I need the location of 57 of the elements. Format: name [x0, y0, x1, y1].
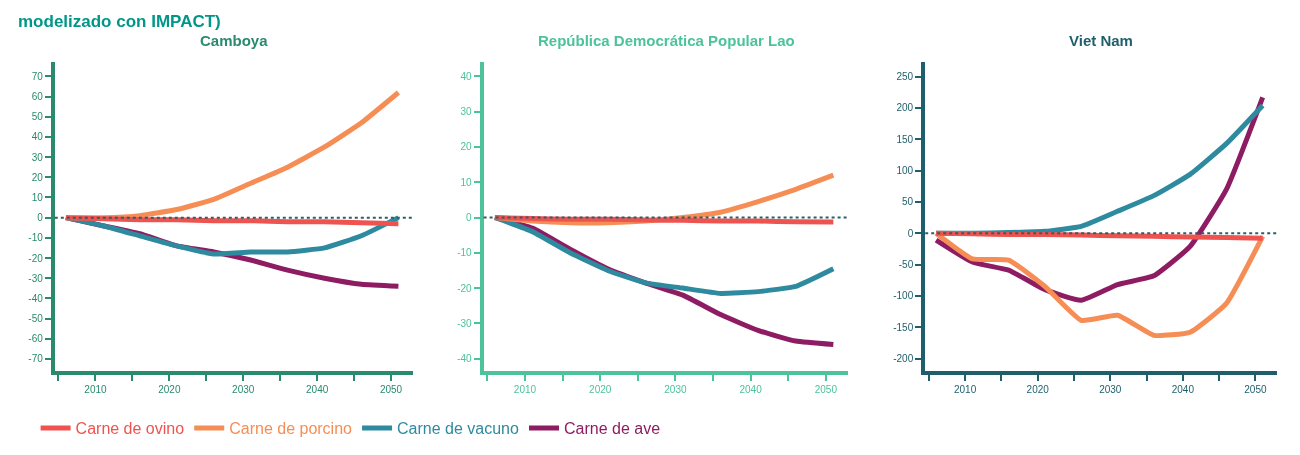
y-tick-label: -40	[28, 292, 44, 304]
y-tick-label: 0	[466, 212, 473, 224]
legend-label: Carne de ave	[564, 420, 661, 438]
y-tick-label: 60	[31, 91, 44, 103]
y-tick-label: 70	[31, 70, 44, 82]
x-tick-label: 2050	[1244, 384, 1267, 396]
x-tick-label: 2050	[379, 384, 403, 396]
x-tick-label: 2020	[1026, 384, 1050, 396]
y-tick-label: 10	[31, 191, 44, 203]
y-tick-label: 100	[896, 165, 914, 177]
y-tick-label: -30	[457, 317, 473, 329]
y-tick-label: -10	[457, 247, 473, 259]
x-tick-label: 2020	[158, 384, 181, 396]
y-tick-label: 50	[902, 196, 914, 208]
chart-title: Camboya	[200, 32, 269, 49]
y-tick-label: -10	[28, 232, 44, 244]
y-tick-label: 150	[896, 133, 914, 145]
y-tick-label: 0	[37, 212, 44, 224]
x-tick-label: 2040	[1171, 384, 1195, 396]
y-tick-label: 10	[460, 176, 473, 188]
x-tick-label: 2040	[306, 384, 329, 396]
y-tick-label: -150	[893, 321, 914, 333]
y-tick-label: -50	[28, 313, 44, 325]
y-tick-label: -40	[457, 353, 473, 365]
x-tick-label: 2020	[589, 384, 612, 396]
y-tick-label: 40	[31, 131, 44, 143]
y-tick-label: 40	[460, 70, 473, 82]
y-tick-label: 30	[31, 151, 44, 163]
y-tick-label: 20	[460, 141, 473, 153]
x-tick-label: 2040	[739, 384, 763, 396]
x-tick-label: 2050	[814, 384, 838, 396]
chart-title: Viet Nam	[1069, 32, 1133, 49]
y-tick-label: 30	[460, 106, 473, 118]
y-tick-label: -60	[28, 333, 44, 345]
x-tick-label: 2010	[513, 384, 537, 396]
y-tick-label: 50	[31, 111, 44, 123]
y-tick-label: -200	[893, 353, 914, 365]
y-tick-label: 200	[896, 102, 914, 114]
x-tick-label: 2030	[1099, 384, 1122, 396]
text: modelizado con IMPACT)	[18, 12, 221, 31]
y-tick-label: -30	[28, 272, 44, 284]
legend-label: Carne de ovino	[75, 420, 185, 438]
y-tick-label: 0	[907, 227, 914, 239]
x-tick-label: 2010	[84, 384, 107, 396]
x-tick-label: 2030	[232, 384, 255, 396]
y-tick-label: -20	[457, 282, 473, 294]
y-tick-label: -50	[898, 259, 914, 271]
y-tick-label: 20	[31, 171, 44, 183]
y-tick-label: 250	[896, 71, 914, 83]
chart-title: República Democrática Popular Lao	[538, 32, 795, 49]
y-tick-label: -20	[28, 252, 44, 264]
legend-label: Carne de porcino	[229, 420, 353, 438]
y-tick-label: -70	[28, 353, 44, 365]
x-tick-label: 2010	[953, 384, 977, 396]
x-tick-label: 2030	[664, 384, 687, 396]
legend-label: Carne de vacuno	[397, 420, 520, 438]
y-tick-label: -100	[893, 290, 914, 302]
